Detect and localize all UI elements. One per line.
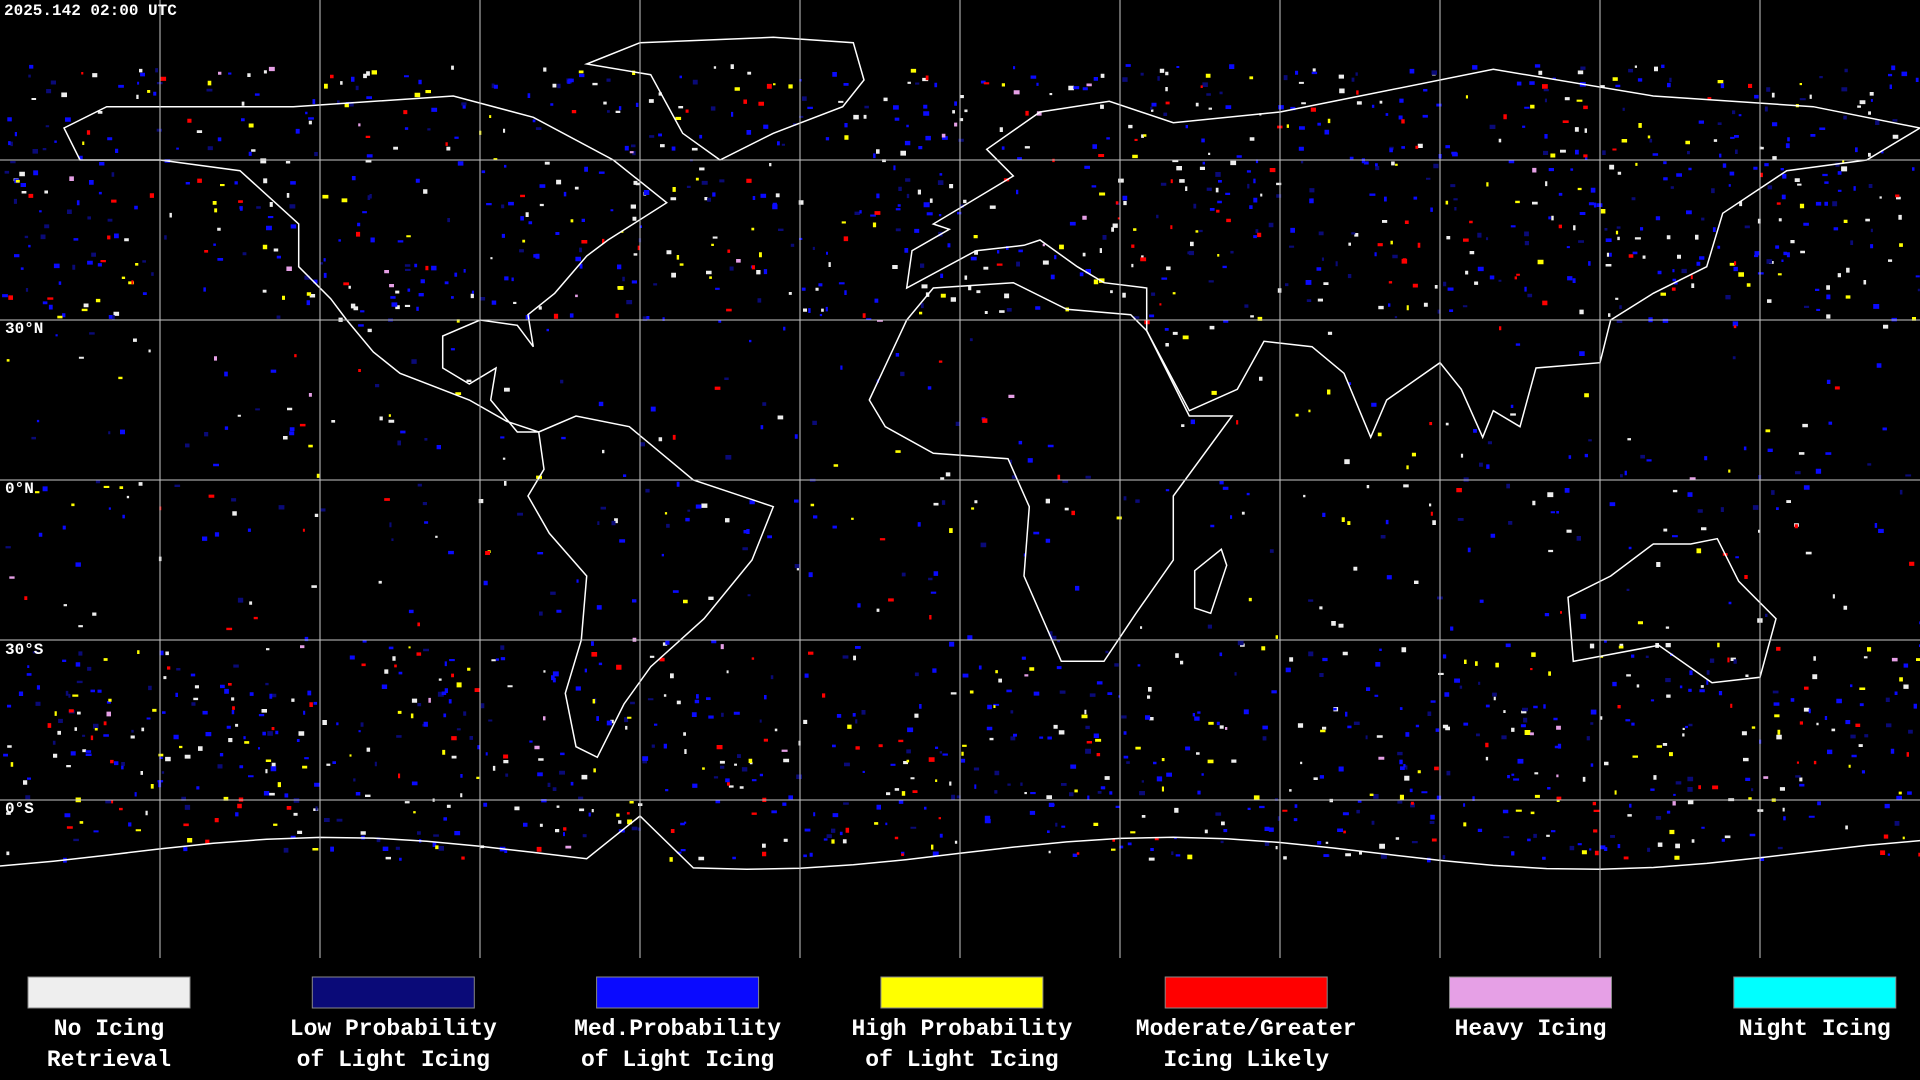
coastline: [1193, 548, 1228, 615]
graticule: [0, 0, 1920, 958]
latitude-labels: 30°N 0°N 30°S 0°S: [5, 320, 44, 818]
legend-swatch: [596, 976, 760, 1009]
legend-label: Icing Likely: [1163, 1047, 1329, 1073]
legend-swatch: [880, 976, 1044, 1009]
legend-label: Night Icing: [1739, 1016, 1891, 1042]
latitude-label: 30°S: [5, 641, 44, 659]
legend-swatch: [311, 976, 475, 1009]
legend-label: of Light Icing: [581, 1047, 774, 1073]
legend-label: Moderate/Greater: [1136, 1016, 1357, 1042]
coastline: [905, 68, 1920, 440]
legend-label: of Light Icing: [865, 1047, 1058, 1073]
legend-label: No Icing: [54, 1016, 164, 1042]
legend-label: of Light Icing: [297, 1047, 490, 1073]
latitude-label: 0°N: [5, 480, 34, 498]
legend: No Icing Retrieval Low Probability of Light…: [27, 976, 1897, 1073]
legend-label: Retrieval: [47, 1047, 171, 1073]
timestamp: 2025.142 02:00 UTC: [4, 2, 177, 20]
legend-swatch: [27, 976, 191, 1009]
legend-label: Heavy Icing: [1455, 1016, 1607, 1042]
coastline: [1567, 537, 1777, 684]
latitude-label: 30°N: [5, 320, 43, 338]
coastline: [527, 415, 775, 759]
coastline: [868, 281, 1234, 663]
latitude-label: 0°S: [5, 800, 34, 818]
legend-label: Med.Probability: [574, 1016, 781, 1042]
legend-swatch: [1449, 976, 1612, 1009]
legend-label: High Probability: [851, 1016, 1072, 1042]
legend-swatch: [1733, 976, 1897, 1009]
coastline: [62, 95, 668, 433]
coastline: [583, 36, 865, 161]
legend-label: Low Probability: [290, 1016, 497, 1042]
legend-swatch: [1164, 976, 1328, 1009]
